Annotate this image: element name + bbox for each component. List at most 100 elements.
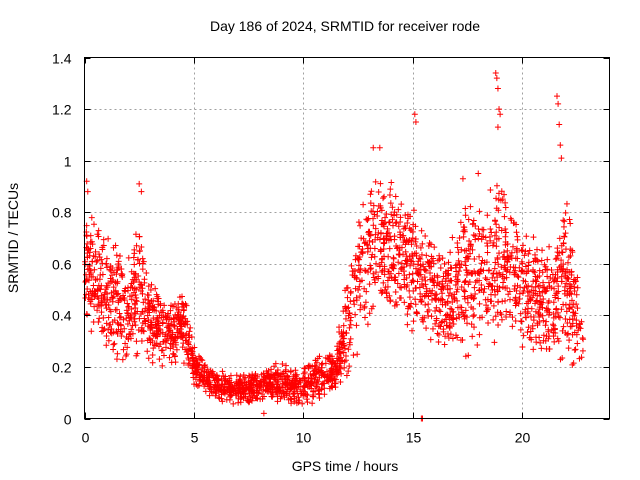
data-point bbox=[538, 257, 545, 264]
data-point bbox=[412, 265, 419, 272]
data-point bbox=[137, 287, 144, 294]
data-point bbox=[116, 252, 123, 259]
data-point bbox=[484, 249, 491, 256]
data-point bbox=[121, 294, 128, 301]
data-point bbox=[416, 284, 423, 291]
data-point bbox=[90, 221, 97, 228]
data-point bbox=[542, 322, 549, 329]
data-point bbox=[305, 362, 312, 369]
data-point bbox=[86, 265, 93, 272]
data-point bbox=[518, 258, 525, 265]
data-point bbox=[523, 300, 530, 307]
data-point bbox=[334, 351, 341, 358]
data-point bbox=[461, 279, 468, 286]
data-point bbox=[342, 303, 349, 310]
data-point bbox=[242, 374, 249, 381]
data-point bbox=[572, 346, 579, 353]
data-point bbox=[441, 299, 448, 306]
data-point bbox=[318, 386, 325, 393]
data-point bbox=[358, 249, 365, 256]
data-point bbox=[268, 366, 275, 373]
data-point bbox=[489, 242, 496, 249]
data-point bbox=[478, 236, 485, 243]
data-point bbox=[553, 305, 560, 312]
data-point bbox=[139, 290, 146, 297]
data-point bbox=[412, 118, 419, 125]
data-point bbox=[85, 246, 92, 253]
data-point bbox=[197, 354, 204, 361]
data-point bbox=[183, 330, 190, 337]
data-point bbox=[469, 270, 476, 277]
data-point bbox=[370, 144, 377, 151]
data-point bbox=[523, 283, 530, 290]
data-point bbox=[576, 355, 583, 362]
data-point bbox=[535, 309, 542, 316]
data-point bbox=[466, 237, 473, 244]
data-point bbox=[454, 286, 461, 293]
data-point bbox=[275, 379, 282, 386]
data-point bbox=[544, 256, 551, 263]
data-point bbox=[103, 332, 110, 339]
data-point bbox=[423, 325, 430, 332]
data-point bbox=[366, 237, 373, 244]
data-point bbox=[526, 289, 533, 296]
data-point bbox=[91, 303, 98, 310]
data-point bbox=[401, 223, 408, 230]
data-point bbox=[365, 231, 372, 238]
data-point bbox=[177, 312, 184, 319]
data-point bbox=[111, 340, 118, 347]
data-point bbox=[113, 328, 120, 335]
data-point bbox=[201, 364, 208, 371]
data-point bbox=[558, 273, 565, 280]
data-point bbox=[361, 305, 368, 312]
data-point bbox=[460, 233, 467, 240]
data-point bbox=[522, 314, 529, 321]
data-point bbox=[380, 220, 387, 227]
data-point bbox=[88, 296, 95, 303]
data-point bbox=[411, 111, 418, 118]
data-point bbox=[465, 352, 472, 359]
data-point bbox=[140, 328, 147, 335]
data-point bbox=[536, 318, 543, 325]
data-point bbox=[246, 390, 253, 397]
data-point bbox=[82, 294, 89, 301]
data-point bbox=[180, 340, 187, 347]
data-point bbox=[573, 317, 580, 324]
data-point bbox=[131, 250, 138, 257]
data-point bbox=[425, 301, 432, 308]
data-point bbox=[499, 271, 506, 278]
data-point bbox=[560, 323, 567, 330]
data-point bbox=[346, 341, 353, 348]
data-point bbox=[135, 326, 142, 333]
data-point bbox=[367, 265, 374, 272]
data-point bbox=[576, 324, 583, 331]
data-point bbox=[129, 284, 136, 291]
data-point bbox=[340, 335, 347, 342]
data-point bbox=[274, 366, 281, 373]
data-point bbox=[554, 245, 561, 252]
data-point bbox=[483, 259, 490, 266]
data-point bbox=[107, 308, 114, 315]
data-point bbox=[379, 255, 386, 262]
data-point bbox=[423, 290, 430, 297]
data-point bbox=[545, 299, 552, 306]
data-point bbox=[470, 305, 477, 312]
data-point bbox=[345, 368, 352, 375]
data-point bbox=[148, 319, 155, 326]
data-point bbox=[360, 201, 367, 208]
data-point bbox=[141, 279, 148, 286]
data-point bbox=[555, 283, 562, 290]
data-point bbox=[347, 298, 354, 305]
data-point bbox=[84, 311, 91, 318]
data-point bbox=[449, 308, 456, 315]
data-point bbox=[556, 121, 563, 128]
data-point bbox=[571, 329, 578, 336]
data-point bbox=[370, 215, 377, 222]
data-point bbox=[476, 331, 483, 338]
data-point bbox=[368, 208, 375, 215]
data-point bbox=[316, 353, 323, 360]
data-point bbox=[94, 307, 101, 314]
data-point bbox=[159, 347, 166, 354]
data-point bbox=[490, 302, 497, 309]
data-point bbox=[538, 345, 545, 352]
